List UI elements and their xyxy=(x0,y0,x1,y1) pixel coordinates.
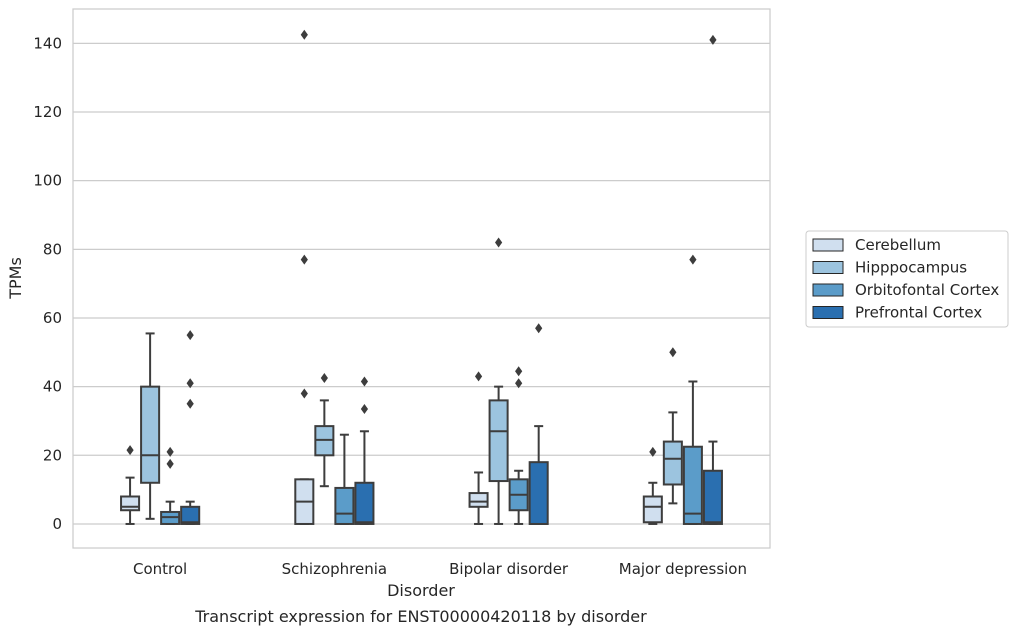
legend-swatch xyxy=(812,261,844,274)
outlier-point xyxy=(166,458,174,469)
box-group xyxy=(488,237,509,525)
x-tick-label: Control xyxy=(133,560,187,578)
y-tick-label: 20 xyxy=(43,446,62,464)
box-group xyxy=(682,254,703,525)
plot-frame xyxy=(72,8,771,549)
outlier-point xyxy=(300,29,308,40)
box-iqr xyxy=(662,440,683,486)
box-group xyxy=(508,366,529,525)
y-tick-label: 140 xyxy=(33,34,62,52)
chart-caption: Transcript expression for ENST0000042011… xyxy=(194,607,647,626)
x-tick-label: Bipolar disorder xyxy=(449,560,569,578)
outlier-point xyxy=(669,347,677,358)
legend-label: Cerebellum xyxy=(855,236,941,254)
outlier-point xyxy=(186,378,194,389)
y-tick-label: 120 xyxy=(33,103,62,121)
y-tick-label: 40 xyxy=(43,378,62,396)
series-cerebellum xyxy=(120,29,663,525)
outlier-point xyxy=(186,398,194,409)
box-iqr xyxy=(334,486,355,525)
box-iqr xyxy=(354,481,375,525)
outlier-point xyxy=(186,330,194,341)
y-axis: 0 20 40 60 80 100 120 140 xyxy=(33,34,62,533)
y-tick-label: 80 xyxy=(43,240,62,258)
box-group xyxy=(354,376,375,525)
legend: Cerebellum Hipppocampus Orbitofontal Corte… xyxy=(805,230,1009,328)
box-iqr xyxy=(180,505,201,525)
outlier-point xyxy=(495,237,503,248)
plot-background xyxy=(73,9,770,548)
y-tick-label: 60 xyxy=(43,309,62,327)
box-iqr xyxy=(120,495,141,512)
y-tick-label: 0 xyxy=(52,515,62,533)
outlier-point xyxy=(320,373,328,384)
x-axis: Control Schizophrenia Bipolar disorder Majo… xyxy=(133,560,747,578)
box-group xyxy=(334,433,355,525)
box-group xyxy=(662,347,683,505)
x-tick-label: Major depression xyxy=(619,560,747,578)
outlier-point xyxy=(649,446,657,457)
outlier-point xyxy=(166,446,174,457)
outlier-point xyxy=(360,403,369,414)
outlier-point xyxy=(515,366,523,377)
box-group xyxy=(160,446,181,525)
outlier-point xyxy=(126,445,134,456)
y-axis-title: TPMs xyxy=(6,257,25,300)
box-group xyxy=(140,332,161,520)
legend-label: Prefrontal Cortex xyxy=(855,304,982,322)
box-iqr xyxy=(468,492,489,508)
outlier-point xyxy=(535,323,543,334)
box-iqr xyxy=(140,385,161,484)
x-tick-label: Schizophrenia xyxy=(282,560,387,578)
box-group xyxy=(528,323,549,525)
legend-label: Hipppocampus xyxy=(855,259,967,277)
x-axis-title: Disorder xyxy=(387,581,455,600)
box-iqr xyxy=(488,399,509,483)
box-iqr xyxy=(528,461,549,525)
box-series xyxy=(120,29,723,525)
box-group xyxy=(642,446,663,525)
box-iqr xyxy=(642,495,663,524)
outlier-point xyxy=(300,254,308,265)
legend-swatch xyxy=(812,306,844,319)
box-group xyxy=(702,34,723,525)
box-group xyxy=(120,445,141,525)
outlier-point xyxy=(360,376,369,387)
outlier-point xyxy=(689,254,697,265)
box-group xyxy=(180,330,201,525)
box-iqr xyxy=(702,469,723,525)
outlier-point xyxy=(474,371,483,382)
outlier-point xyxy=(709,34,717,45)
series-orbitofontal-cortex xyxy=(160,254,703,525)
outlier-point xyxy=(300,388,308,399)
series-hipppocampus xyxy=(140,237,683,525)
outlier-point xyxy=(515,378,523,389)
box-iqr xyxy=(682,445,703,525)
series-prefrontal-cortex xyxy=(180,34,723,525)
y-tick-label: 100 xyxy=(33,172,62,190)
legend-label: Orbitofontal Cortex xyxy=(855,281,999,299)
box-group xyxy=(294,29,315,525)
legend-swatch xyxy=(812,283,844,297)
box-group xyxy=(468,371,489,525)
legend-swatch xyxy=(812,238,844,252)
legend-frame xyxy=(805,230,1009,328)
box-group xyxy=(314,373,335,488)
